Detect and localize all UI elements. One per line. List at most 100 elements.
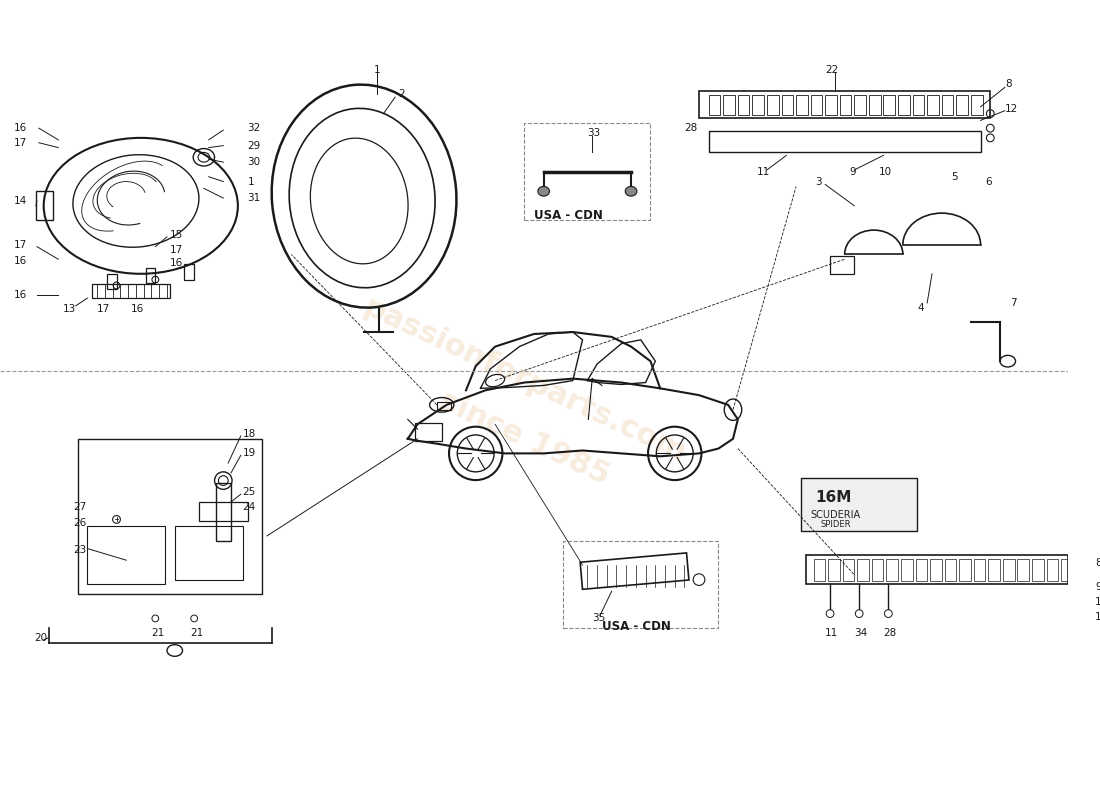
Text: 8: 8 [1096, 558, 1100, 568]
Text: 28: 28 [883, 628, 896, 638]
Bar [927, 95, 938, 114]
Bar [698, 91, 990, 118]
Bar [1062, 559, 1072, 581]
Text: 20: 20 [34, 633, 47, 643]
Text: 22: 22 [825, 65, 838, 75]
Text: 30: 30 [248, 157, 261, 167]
Bar [971, 95, 982, 114]
Text: 14: 14 [13, 196, 26, 206]
Text: 12: 12 [1004, 104, 1019, 114]
Text: 8: 8 [1004, 79, 1012, 90]
Text: 16: 16 [13, 123, 26, 133]
Bar [1032, 559, 1044, 581]
Text: 28: 28 [684, 123, 697, 133]
Text: 17: 17 [97, 304, 110, 314]
Bar [855, 95, 866, 114]
Text: 16: 16 [13, 290, 26, 300]
Bar [92, 285, 169, 298]
Text: passionforparts.com: passionforparts.com [359, 293, 691, 468]
Text: 16: 16 [169, 258, 183, 268]
Bar [974, 559, 986, 581]
Bar [1018, 559, 1030, 581]
Text: 17: 17 [13, 138, 26, 148]
Text: 16: 16 [131, 304, 144, 314]
Text: 1: 1 [248, 177, 254, 186]
Bar [811, 95, 823, 114]
Bar [887, 559, 898, 581]
Text: 13: 13 [63, 304, 76, 314]
Bar [87, 526, 165, 585]
Text: 7: 7 [1010, 298, 1016, 308]
Bar [525, 123, 650, 220]
Text: USA - CDN: USA - CDN [534, 209, 603, 222]
Text: 34: 34 [855, 628, 868, 638]
Bar [175, 526, 243, 580]
Text: 24: 24 [243, 502, 256, 512]
Bar [437, 402, 451, 410]
Text: 17: 17 [13, 240, 26, 250]
Bar [580, 553, 689, 590]
Text: since 1985: since 1985 [434, 386, 614, 491]
Bar [869, 95, 881, 114]
Text: 9: 9 [849, 167, 856, 177]
Bar [915, 559, 927, 581]
Text: SPIDER: SPIDER [821, 520, 851, 529]
Bar [781, 95, 793, 114]
Text: 18: 18 [243, 429, 256, 439]
Bar [107, 274, 117, 290]
Bar [708, 95, 720, 114]
Bar [752, 95, 764, 114]
Bar [839, 95, 851, 114]
Bar [988, 559, 1000, 581]
Text: 9: 9 [1096, 582, 1100, 592]
Bar [806, 555, 1068, 585]
Bar [36, 191, 54, 220]
Bar [898, 95, 910, 114]
Text: 3: 3 [815, 177, 822, 186]
Bar [563, 541, 718, 628]
Bar [801, 478, 917, 531]
Text: 2: 2 [398, 89, 405, 99]
Bar [185, 264, 195, 280]
Text: 27: 27 [73, 502, 86, 512]
Bar [901, 559, 913, 581]
Text: 35: 35 [592, 614, 605, 623]
Bar [883, 95, 895, 114]
Text: 16: 16 [13, 256, 26, 266]
Ellipse shape [538, 186, 550, 196]
Text: SCUDERIA: SCUDERIA [811, 510, 861, 519]
Bar [945, 559, 956, 581]
Text: 25: 25 [243, 487, 256, 498]
Bar [872, 559, 883, 581]
Text: 23: 23 [73, 546, 86, 555]
Bar [145, 268, 155, 283]
Bar [825, 95, 837, 114]
Text: 4: 4 [917, 302, 924, 313]
Text: 19: 19 [243, 448, 256, 458]
Text: 12: 12 [1096, 611, 1100, 622]
Bar [830, 256, 855, 274]
Bar [724, 95, 735, 114]
Bar [708, 131, 980, 153]
Text: 1: 1 [374, 65, 381, 75]
Text: 11: 11 [757, 167, 770, 177]
Bar [814, 559, 825, 581]
Bar [415, 423, 442, 441]
Text: 21: 21 [190, 628, 204, 638]
Bar [931, 559, 942, 581]
Bar [857, 559, 869, 581]
Text: 16M: 16M [815, 490, 851, 505]
Text: 33: 33 [587, 128, 601, 138]
Text: 31: 31 [248, 193, 261, 203]
Bar [828, 559, 839, 581]
Text: 29: 29 [248, 141, 261, 150]
Ellipse shape [625, 186, 637, 196]
Text: 26: 26 [73, 518, 86, 528]
Text: USA - CDN: USA - CDN [602, 620, 671, 633]
Bar [1003, 559, 1014, 581]
Bar [78, 439, 262, 594]
Text: 17: 17 [169, 245, 183, 254]
Bar [913, 95, 924, 114]
Bar [942, 95, 954, 114]
Text: 10: 10 [1096, 597, 1100, 607]
